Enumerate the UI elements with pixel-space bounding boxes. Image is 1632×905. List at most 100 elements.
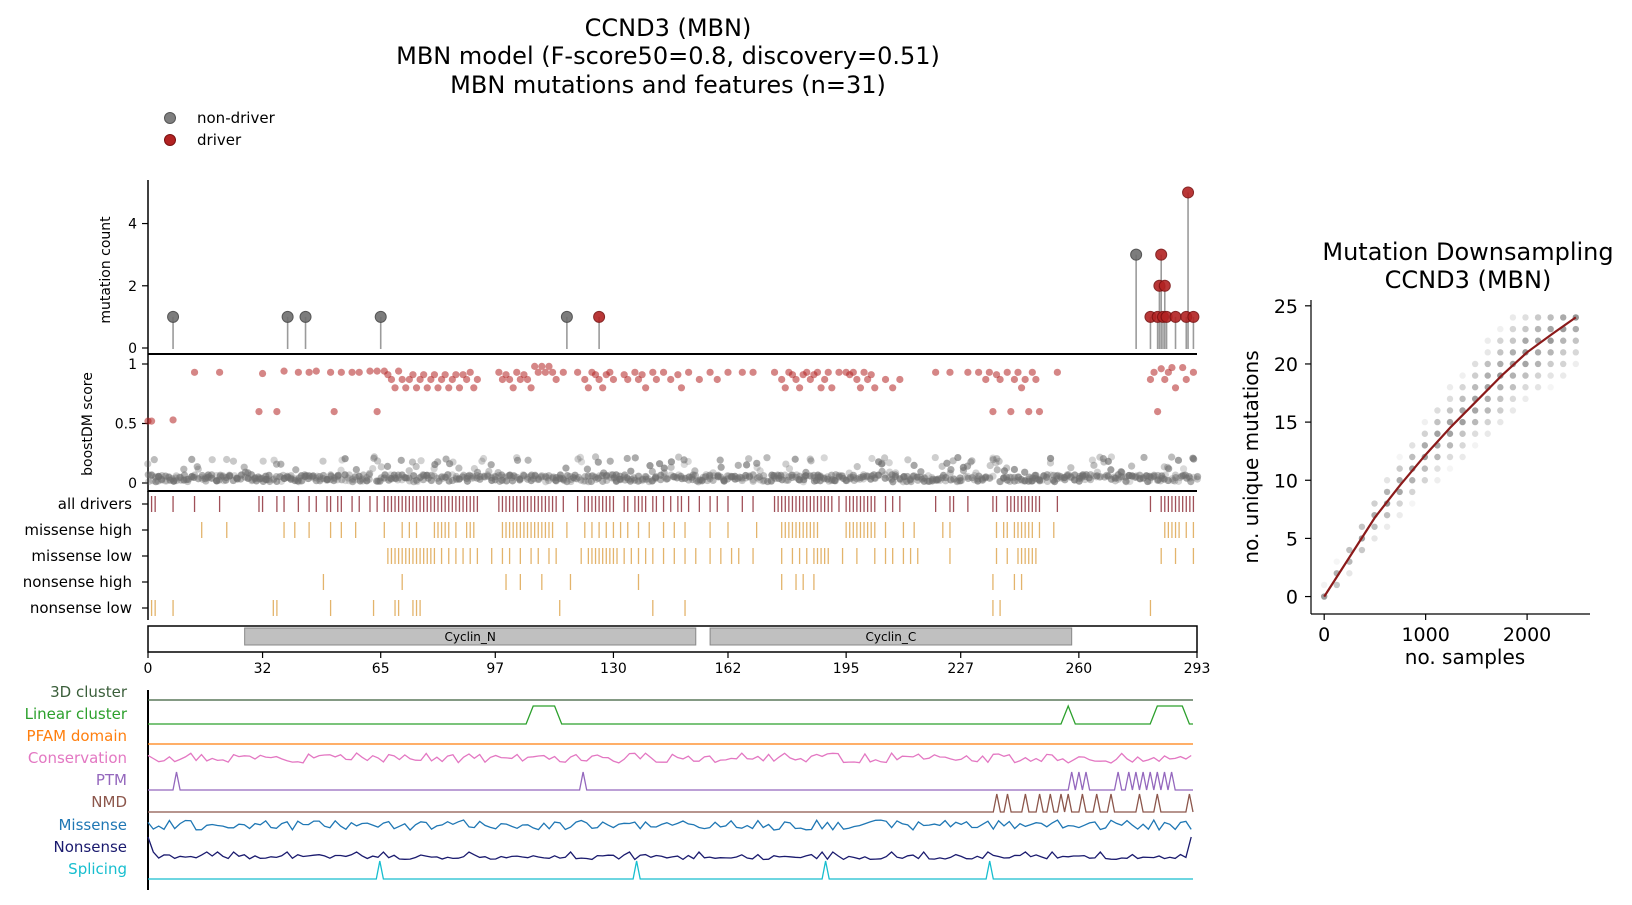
domain-bar	[244, 627, 697, 646]
boostdm-nondriver-point	[606, 457, 614, 465]
domain-xtick-label: 130	[600, 661, 627, 677]
boostdm-nondriver-point	[531, 471, 539, 479]
boostdm-nondriver-point	[1193, 473, 1201, 481]
boostdm-driver-point	[574, 368, 582, 376]
domain-bar	[709, 627, 1073, 646]
boostdm-nondriver-point	[816, 472, 824, 480]
boostdm-nondriver-point	[664, 474, 672, 482]
feature-line	[148, 793, 1194, 813]
boostdm-driver-point	[1010, 375, 1019, 384]
boostdm-nondriver-point	[319, 457, 327, 465]
downsampling-sample-point	[1547, 314, 1554, 321]
downsampling-sample-point	[1522, 325, 1529, 333]
boostdm-driver-point	[677, 384, 686, 392]
lollipop-ylabel: mutation count	[98, 216, 114, 324]
boostdm-nondriver-point	[563, 478, 571, 486]
boostdm-nondriver-point	[749, 476, 757, 484]
boostdm-nondriver-point	[954, 453, 962, 462]
boostdm-nondriver-point	[989, 456, 997, 464]
boostdm-driver-point	[835, 368, 843, 376]
domain-frame	[147, 625, 1198, 653]
boostdm-driver-point	[423, 384, 431, 392]
boostdm-nondriver-point	[807, 457, 815, 465]
downsampling-sample-point	[1320, 581, 1328, 589]
boostdm-driver-point	[881, 375, 890, 384]
domain-xtick-label: 227	[947, 661, 974, 677]
domain-label: Cyclin_C	[866, 630, 917, 644]
boostdm-nondriver-point	[943, 459, 951, 467]
boostdm-nondriver-point	[627, 467, 635, 475]
boostdm-driver-point	[985, 368, 993, 376]
boostdm-nondriver-point	[184, 477, 192, 486]
boostdm-nondriver-point	[667, 463, 675, 471]
downsampling-sample-point	[1534, 314, 1542, 321]
boostdm-nondriver-point	[455, 475, 463, 483]
downsampling-sample-point	[1484, 349, 1491, 356]
boostdm-nondriver-point	[788, 473, 796, 482]
boostdm-nondriver-point	[327, 471, 335, 479]
boostdm-nondriver-point	[538, 472, 546, 480]
boostdm-driver-point	[294, 368, 302, 376]
boostdm-nondriver-point	[859, 475, 868, 483]
boostdm-nondriver-point	[791, 455, 799, 463]
boostdm-nondriver-point	[448, 476, 457, 485]
lollipop-nondriver-point	[560, 310, 573, 323]
boostdm-nondriver-point	[910, 461, 918, 469]
boostdm-nondriver-point	[1036, 477, 1044, 485]
boostdm-nondriver-point	[968, 457, 976, 465]
boostdm-driver-point	[1179, 363, 1187, 372]
boostdm-nondriver-point	[172, 472, 180, 480]
track-label: nonsense low	[30, 599, 132, 617]
downsampling-sample-point	[1497, 418, 1504, 426]
boostdm-driver-point	[169, 416, 177, 424]
boostdm-driver-point	[1021, 375, 1029, 384]
downsampling-ylabel: no. unique mutations	[1239, 350, 1263, 563]
boostdm-driver-point	[713, 375, 721, 384]
downsampling-sample-point	[1409, 453, 1416, 461]
boostdm-nondriver-point	[294, 477, 302, 485]
boostdm-driver-point	[409, 371, 417, 379]
boostdm-nondriver-point	[574, 455, 582, 463]
boostdm-nondriver-point	[828, 471, 836, 479]
boostdm-nondriver-point	[920, 477, 928, 485]
boostdm-nondriver-point	[583, 465, 592, 473]
boostdm-nondriver-point	[229, 457, 238, 465]
boostdm-driver-point	[441, 371, 449, 379]
boostdm-nondriver-point	[642, 475, 650, 483]
downsampling-title-line: CCND3 (MBN)	[1385, 266, 1552, 294]
boostdm-nondriver-point	[524, 456, 532, 464]
boostdm-driver-point	[445, 384, 453, 392]
boostdm-nondriver-point	[1122, 477, 1130, 485]
feature-label: PFAM domain	[27, 727, 127, 745]
boostdm-nondriver-point	[369, 465, 377, 473]
boostdm-driver-point	[932, 368, 940, 376]
feature-label: Conservation	[28, 749, 127, 767]
boostdm-nondriver-point	[662, 475, 670, 483]
downsampling-sample-point	[1509, 314, 1517, 321]
boostdm-nondriver-point	[878, 460, 886, 468]
downsampling-sample-point	[1471, 442, 1479, 449]
boostdm-ytick-label: 0.5	[115, 417, 137, 433]
downsampling-sample-point	[1560, 337, 1567, 344]
downsampling-sample-point	[1396, 453, 1403, 461]
boostdm-driver-point	[867, 371, 875, 379]
downsampling-sample-point	[1434, 477, 1441, 484]
downsampling-sample-point	[1346, 570, 1353, 577]
boostdm-driver-point	[430, 371, 439, 379]
boostdm-nondriver-point	[753, 463, 761, 472]
boostdm-driver-point	[946, 368, 954, 376]
boostdm-nondriver-point	[356, 475, 364, 483]
downsampling-sample-point	[1547, 360, 1554, 368]
lollipop-driver-point	[1187, 310, 1200, 323]
boostdm-nondriver-point	[785, 465, 794, 473]
downsampling-sample-point	[1446, 453, 1454, 461]
boostdm-nondriver-point	[755, 473, 763, 481]
boostdm-driver-point	[595, 375, 603, 384]
boostdm-nondriver-point	[562, 464, 570, 472]
boostdm-nondriver-point	[412, 462, 420, 471]
boostdm-driver-point	[856, 384, 865, 392]
domain-xtick-label: 0	[144, 661, 153, 677]
downsampling-sample-point	[1484, 407, 1491, 414]
boostdm-driver-point	[391, 384, 399, 392]
boostdm-driver-point	[581, 375, 589, 384]
